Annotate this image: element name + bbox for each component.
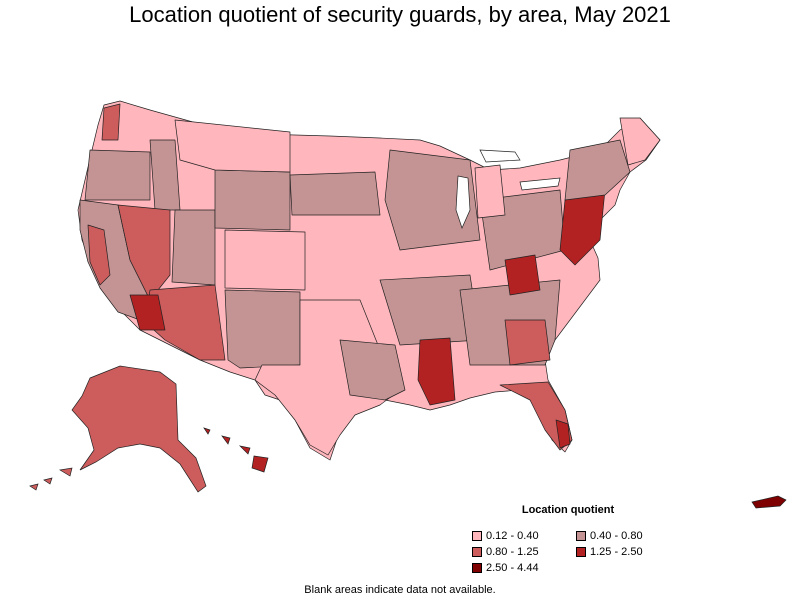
legend-item: 0.12 - 0.40 [472, 530, 539, 542]
region-utah [171, 209, 216, 286]
region-mid-atlantic [559, 189, 606, 266]
legend-swatch [472, 547, 482, 557]
region-nevada [117, 204, 171, 301]
region-georgia-carolinas [504, 319, 551, 366]
region-plains-north [289, 171, 381, 216]
region-oregon-inland [84, 149, 151, 201]
legend-swatch [576, 547, 586, 557]
hawaii [203, 427, 269, 473]
legend-item: 0.40 - 0.80 [576, 530, 643, 542]
region-colorado [224, 229, 306, 291]
region-midwest [384, 149, 481, 251]
region-california-coast [87, 224, 111, 286]
legend-label: 1.25 - 2.50 [590, 546, 643, 558]
legend-swatch [576, 531, 586, 541]
region-southern-arizona [129, 294, 166, 331]
region-washington [101, 103, 121, 141]
alaska [71, 365, 207, 493]
region-louisiana-mississippi [417, 337, 456, 406]
region-montana [174, 119, 291, 173]
legend-swatch [472, 563, 482, 573]
region-florida-south [555, 419, 571, 449]
alaska-islands [29, 467, 73, 491]
legend-label: 0.12 - 0.40 [486, 530, 539, 542]
region-kentucky-virginia [504, 254, 541, 296]
legend-label: 0.40 - 0.80 [590, 530, 643, 542]
great-lakes [455, 149, 561, 229]
legend-label: 2.50 - 4.44 [486, 562, 539, 574]
legend-item: 1.25 - 2.50 [576, 546, 643, 558]
region-wyoming [214, 169, 291, 231]
region-michigan [474, 164, 506, 219]
legend-item: 2.50 - 4.44 [472, 562, 539, 574]
region-new-mexico [224, 289, 301, 369]
map-title: Location quotient of security guards, by… [129, 2, 671, 27]
region-maine [619, 117, 661, 166]
puerto-rico [751, 495, 787, 509]
footnote: Blank areas indicate data not available. [304, 584, 496, 596]
legend-item: 0.80 - 1.25 [472, 546, 539, 558]
region-idaho [149, 139, 181, 211]
region-northeast [564, 139, 631, 201]
region-texas-east [339, 339, 406, 401]
legend-label: 0.80 - 1.25 [486, 546, 539, 558]
legend-title: Location quotient [521, 504, 615, 516]
legend-swatch [472, 531, 482, 541]
